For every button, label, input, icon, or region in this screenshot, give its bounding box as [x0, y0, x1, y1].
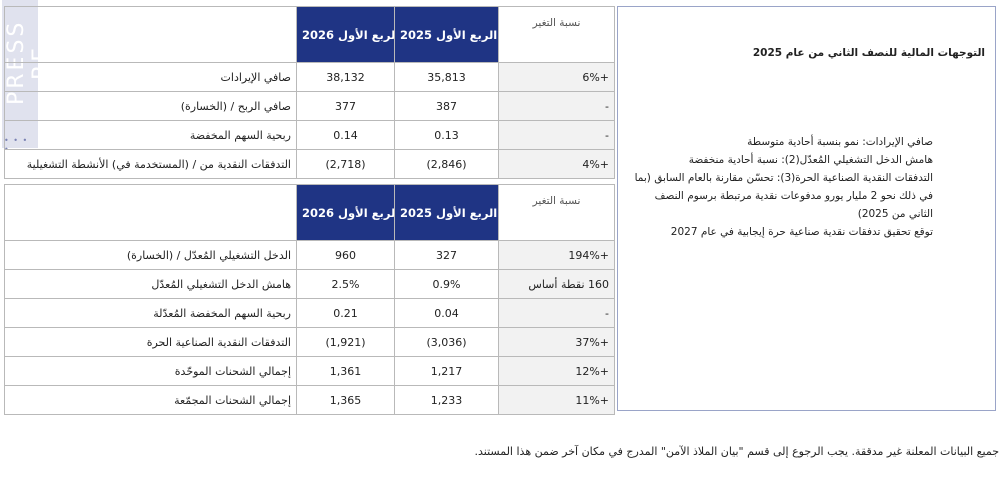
- table-row: إجمالي الشحنات الموحّدة 1,361 1,217 +12%: [4, 356, 615, 386]
- table-row: التدفقات النقدية الصناعية الحرة (1,921) …: [4, 327, 615, 357]
- change-value: +37%: [498, 327, 615, 357]
- table1-header-blank: [4, 6, 297, 63]
- row-label: ربحية السهم المخفضة: [4, 120, 297, 150]
- outlook-list: صافي الإيرادات: نمو بنسبة أحادية متوسطة …: [633, 133, 933, 241]
- table-row: ربحية السهم المخفضة 0.14 0.13 -: [4, 120, 615, 150]
- value-2025: 1,233: [394, 385, 499, 415]
- table1-header-2026: الربع الأول 2026: [296, 6, 395, 63]
- table2-header-2026: الربع الأول 2026: [296, 184, 395, 241]
- value-2026: 1,361: [296, 356, 395, 386]
- list-item: هامش الدخل التشغيلي المُعدّل(2): نسبة أح…: [688, 154, 933, 166]
- change-value: +11%: [498, 385, 615, 415]
- value-2026: 2.5%: [296, 269, 395, 299]
- value-2025: 0.04: [394, 298, 499, 328]
- table-row: صافي الإيرادات 38,132 35,813 +6%: [4, 62, 615, 92]
- table2-header-change: نسبة التغير: [498, 184, 615, 241]
- row-label: ربحية السهم المخفضة المُعدّلة: [4, 298, 297, 328]
- financial-table-2: الربع الأول 2026 الربع الأول 2025 نسبة ا…: [4, 184, 615, 415]
- row-label: الدخل التشغيلي المُعدّل / (الخسارة): [4, 240, 297, 270]
- row-label: صافي الربح / (الخسارة): [4, 91, 297, 121]
- value-2026: 1,365: [296, 385, 395, 415]
- value-2026: 0.21: [296, 298, 395, 328]
- table-row: هامش الدخل التشغيلي المُعدّل 2.5% 0.9% 1…: [4, 269, 615, 299]
- table1-header-change: نسبة التغير: [498, 6, 615, 63]
- row-label: إجمالي الشحنات الموحّدة: [4, 356, 297, 386]
- change-value: +12%: [498, 356, 615, 386]
- change-value: +4%: [498, 149, 615, 179]
- table1-header-2025: الربع الأول 2025: [394, 6, 499, 63]
- change-value: -: [498, 298, 615, 328]
- outlook-title: التوجهات المالية للنصف الثاني من عام 202…: [752, 47, 985, 59]
- table2-header-row: الربع الأول 2026 الربع الأول 2025 نسبة ا…: [4, 184, 615, 241]
- value-2026: 38,132: [296, 62, 395, 92]
- financial-table-1: الربع الأول 2026 الربع الأول 2025 نسبة ا…: [4, 6, 615, 179]
- value-2025: 0.9%: [394, 269, 499, 299]
- change-value: 160 نقطة أساس: [498, 269, 615, 299]
- table-row: ربحية السهم المخفضة المُعدّلة 0.21 0.04 …: [4, 298, 615, 328]
- value-2025: (2,846): [394, 149, 499, 179]
- value-2025: 35,813: [394, 62, 499, 92]
- value-2025: 0.13: [394, 120, 499, 150]
- change-value: -: [498, 91, 615, 121]
- change-value: -: [498, 120, 615, 150]
- value-2026: 0.14: [296, 120, 395, 150]
- value-2026: (1,921): [296, 327, 395, 357]
- row-label: هامش الدخل التشغيلي المُعدّل: [4, 269, 297, 299]
- table2-header-blank: [4, 184, 297, 241]
- row-label: التدفقات النقدية الصناعية الحرة: [4, 327, 297, 357]
- change-value: +6%: [498, 62, 615, 92]
- row-label: إجمالي الشحنات المجمّعة: [4, 385, 297, 415]
- table-row: إجمالي الشحنات المجمّعة 1,365 1,233 +11%: [4, 385, 615, 415]
- value-2026: (2,718): [296, 149, 395, 179]
- value-2026: 377: [296, 91, 395, 121]
- value-2025: (3,036): [394, 327, 499, 357]
- outlook-box: التوجهات المالية للنصف الثاني من عام 202…: [617, 6, 996, 411]
- value-2026: 960: [296, 240, 395, 270]
- value-2025: 327: [394, 240, 499, 270]
- table2-header-2025: الربع الأول 2025: [394, 184, 499, 241]
- change-value: +194%: [498, 240, 615, 270]
- table-row: صافي الربح / (الخسارة) 377 387 -: [4, 91, 615, 121]
- footnote: جميع البيانات المعلنة غير مدققة. يجب الر…: [474, 445, 1000, 458]
- value-2025: 387: [394, 91, 499, 121]
- value-2025: 1,217: [394, 356, 499, 386]
- row-label: صافي الإيرادات: [4, 62, 297, 92]
- table1-header-row: الربع الأول 2026 الربع الأول 2025 نسبة ا…: [4, 6, 615, 63]
- list-item: التدفقات النقدية الصناعية الحرة(3): تحسّ…: [634, 172, 933, 220]
- table-row: الدخل التشغيلي المُعدّل / (الخسارة) 960 …: [4, 240, 615, 270]
- row-label: التدفقات النقدية من / (المستخدمة في) الأ…: [4, 149, 297, 179]
- list-item: صافي الإيرادات: نمو بنسبة أحادية متوسطة: [747, 136, 933, 148]
- table-row: التدفقات النقدية من / (المستخدمة في) الأ…: [4, 149, 615, 179]
- list-item: توقع تحقيق تدفقات نقدية صناعية حرة إيجاب…: [670, 226, 933, 238]
